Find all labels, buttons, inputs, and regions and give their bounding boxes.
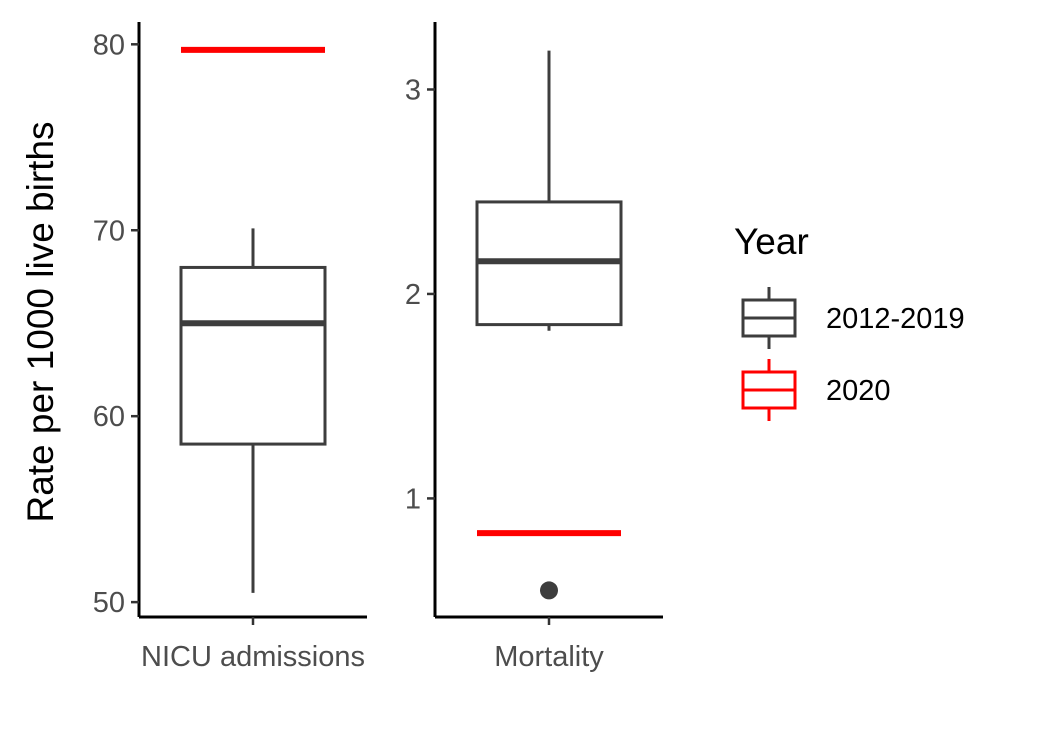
y-tick-label: 80: [93, 29, 125, 61]
panels: 50 60 70 80 NICU admissions 1 2 3 Mortality: [93, 22, 663, 673]
box-2012-2019: [179, 265, 327, 446]
y-tick-label: 60: [93, 401, 125, 433]
legend-label: 2012-2019: [826, 303, 965, 335]
y-tick-label: 2: [405, 279, 421, 311]
legend-entry-1: 2012-2019: [741, 287, 965, 349]
y-tick-label: 3: [405, 74, 421, 106]
panel-2: 1 2 3 Mortality: [405, 22, 663, 673]
legend-title: Year: [734, 221, 809, 262]
y-tick-label: 70: [93, 215, 125, 247]
legend: Year 2012-2019 2020: [734, 221, 965, 421]
panel-1: 50 60 70 80 NICU admissions: [93, 22, 367, 673]
x-tick-label: NICU admissions: [141, 641, 365, 673]
y-axis-title: Rate per 1000 live births: [20, 121, 61, 522]
y-tick-label: 1: [405, 483, 421, 515]
y-tick-label: 50: [93, 587, 125, 619]
outlier-point: [540, 581, 558, 600]
legend-entry-2: 2020: [741, 359, 891, 421]
x-tick-label: Mortality: [494, 641, 604, 673]
legend-entries: 2012-2019 2020: [741, 287, 965, 421]
legend-label: 2020: [826, 375, 891, 407]
